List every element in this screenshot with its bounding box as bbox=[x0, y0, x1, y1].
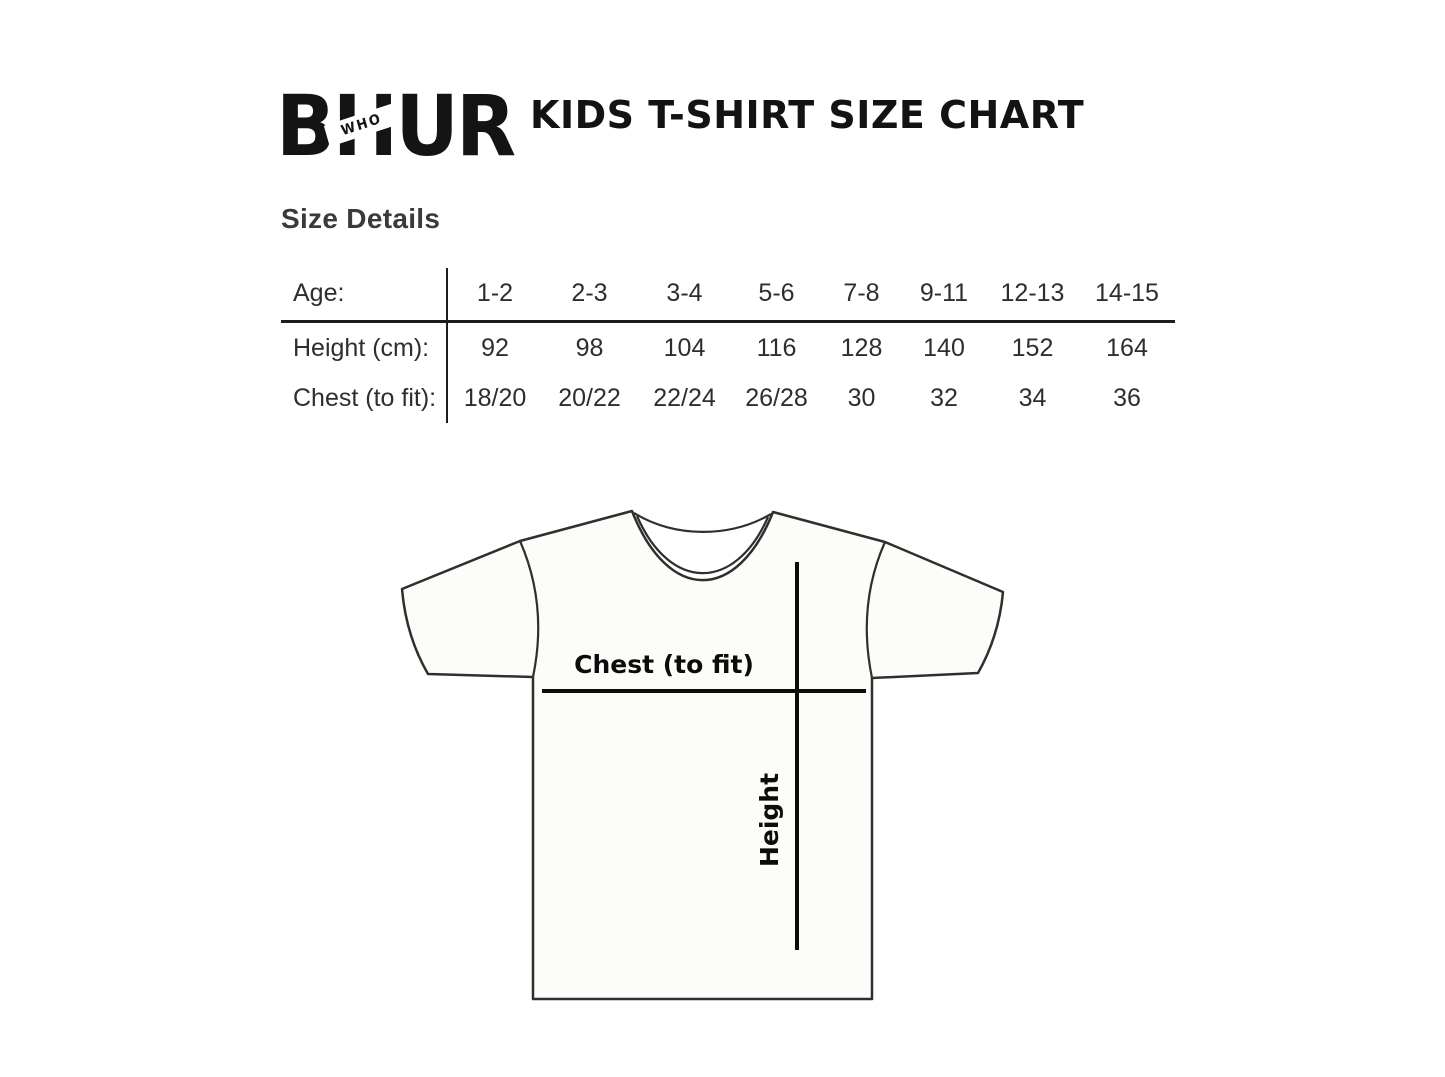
armhole-seam-left bbox=[518, 540, 540, 678]
height-cell: 92 bbox=[481, 333, 509, 362]
chest-cell: 22/24 bbox=[653, 384, 716, 412]
age-cell: 3-4 bbox=[637, 268, 732, 323]
size-table: Age: 1-2 2-3 3-4 5-6 7-8 9-11 12-13 14-1… bbox=[281, 268, 1175, 423]
size-details-heading: Size Details bbox=[281, 203, 441, 234]
table-row-chest: Chest (to fit): 18/20 20/22 22/24 26/28 … bbox=[281, 374, 1175, 423]
height-cell: 104 bbox=[663, 333, 706, 362]
height-cell: 128 bbox=[840, 333, 883, 362]
height-cell: 140 bbox=[923, 333, 965, 362]
age-cell: 9-11 bbox=[902, 268, 986, 323]
height-cell: 164 bbox=[1106, 333, 1148, 362]
age-row-label: Age: bbox=[281, 268, 448, 323]
tshirt-outline bbox=[400, 509, 1005, 1001]
height-cell: 152 bbox=[1011, 333, 1054, 362]
height-cell: 116 bbox=[756, 333, 797, 362]
chest-cell: 36 bbox=[1113, 384, 1141, 412]
collar-back-curve bbox=[633, 512, 772, 533]
table-row-height: Height (cm): 92 98 104 116 128 140 152 1… bbox=[281, 321, 1175, 374]
armhole-seam-right bbox=[865, 541, 887, 679]
age-cell: 7-8 bbox=[821, 268, 902, 323]
brand-letter-h: HWHO bbox=[323, 84, 400, 168]
age-cell: 14-15 bbox=[1079, 268, 1175, 323]
collar-band-curve bbox=[635, 515, 770, 575]
age-cell: 12-13 bbox=[986, 268, 1079, 323]
tshirt-diagram bbox=[400, 509, 1005, 1001]
age-cell: 2-3 bbox=[542, 268, 637, 323]
height-cell: 98 bbox=[575, 333, 604, 362]
brand-logo: BHWHOUR bbox=[276, 77, 516, 175]
table-row-age: Age: 1-2 2-3 3-4 5-6 7-8 9-11 12-13 14-1… bbox=[281, 268, 1175, 323]
page-title: KIDS T-SHIRT SIZE CHART bbox=[530, 93, 1085, 137]
chest-cell: 32 bbox=[930, 384, 958, 412]
chest-row-label: Chest (to fit): bbox=[281, 374, 448, 423]
brand-letters-ur: UR bbox=[395, 77, 516, 175]
age-cell: 5-6 bbox=[732, 268, 821, 323]
height-measure-label: Height bbox=[755, 772, 784, 868]
chest-cell: 26/28 bbox=[745, 384, 808, 412]
chest-cell: 20/22 bbox=[558, 384, 621, 412]
height-row-label: Height (cm): bbox=[281, 321, 448, 374]
chest-measure-label: Chest (to fit) bbox=[574, 650, 754, 679]
chest-cell: 30 bbox=[847, 384, 876, 412]
age-cell: 1-2 bbox=[447, 268, 542, 323]
chest-cell: 34 bbox=[1018, 384, 1047, 412]
chest-cell: 18/20 bbox=[463, 384, 527, 412]
